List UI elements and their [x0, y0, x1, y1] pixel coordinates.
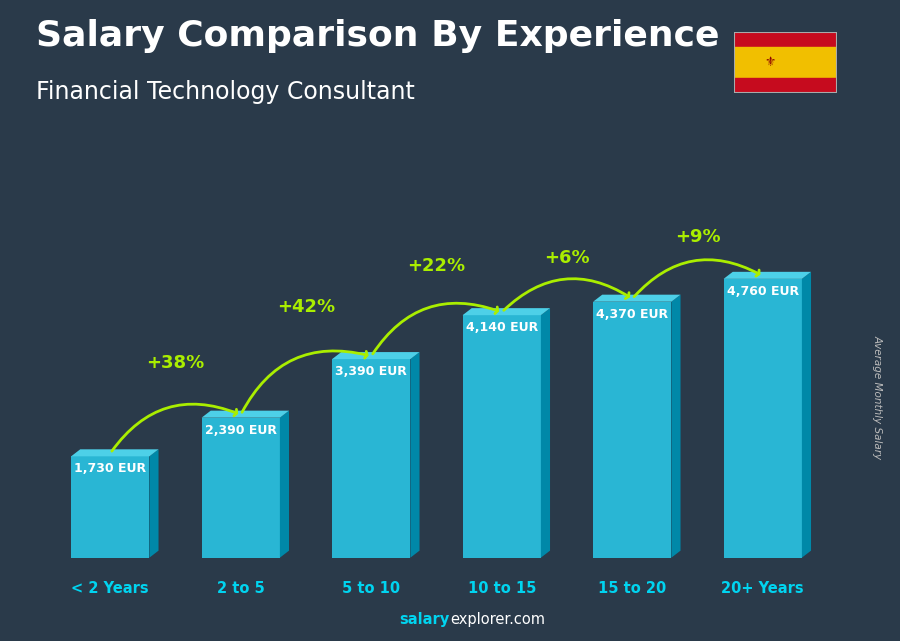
- Text: 2 to 5: 2 to 5: [217, 581, 265, 596]
- Text: ⚜: ⚜: [764, 56, 776, 69]
- Polygon shape: [202, 418, 280, 558]
- Text: 10 to 15: 10 to 15: [468, 581, 536, 596]
- Polygon shape: [593, 295, 680, 302]
- Polygon shape: [724, 279, 802, 558]
- Text: Average Monthly Salary: Average Monthly Salary: [872, 335, 883, 460]
- Polygon shape: [332, 359, 410, 558]
- Polygon shape: [332, 352, 419, 359]
- Polygon shape: [149, 449, 158, 558]
- Polygon shape: [202, 411, 289, 418]
- Polygon shape: [724, 272, 811, 279]
- Polygon shape: [593, 302, 671, 558]
- Bar: [734, 78, 837, 93]
- Polygon shape: [280, 411, 289, 558]
- Text: 5 to 10: 5 to 10: [342, 581, 400, 596]
- Text: 15 to 20: 15 to 20: [598, 581, 666, 596]
- Text: 20+ Years: 20+ Years: [722, 581, 804, 596]
- Text: Salary Comparison By Experience: Salary Comparison By Experience: [36, 19, 719, 53]
- Text: 3,390 EUR: 3,390 EUR: [336, 365, 407, 378]
- Polygon shape: [463, 308, 550, 315]
- Polygon shape: [463, 315, 541, 558]
- Text: 4,760 EUR: 4,760 EUR: [726, 285, 799, 297]
- Text: Financial Technology Consultant: Financial Technology Consultant: [36, 80, 415, 104]
- Text: 1,730 EUR: 1,730 EUR: [74, 462, 147, 475]
- Text: < 2 Years: < 2 Years: [71, 581, 149, 596]
- Text: +38%: +38%: [147, 354, 204, 372]
- Bar: [734, 32, 837, 47]
- Text: +6%: +6%: [544, 249, 590, 267]
- Text: explorer.com: explorer.com: [450, 612, 545, 627]
- Polygon shape: [671, 295, 680, 558]
- Polygon shape: [71, 456, 149, 558]
- Polygon shape: [802, 272, 811, 558]
- Text: salary: salary: [400, 612, 450, 627]
- Text: +22%: +22%: [408, 257, 465, 276]
- Text: 2,390 EUR: 2,390 EUR: [205, 424, 277, 437]
- Text: 4,370 EUR: 4,370 EUR: [596, 308, 669, 320]
- Polygon shape: [541, 308, 550, 558]
- Text: +42%: +42%: [277, 298, 335, 317]
- Bar: [734, 47, 837, 78]
- Text: 4,140 EUR: 4,140 EUR: [465, 321, 538, 334]
- Polygon shape: [410, 352, 419, 558]
- Text: +9%: +9%: [675, 228, 720, 246]
- Polygon shape: [71, 449, 158, 456]
